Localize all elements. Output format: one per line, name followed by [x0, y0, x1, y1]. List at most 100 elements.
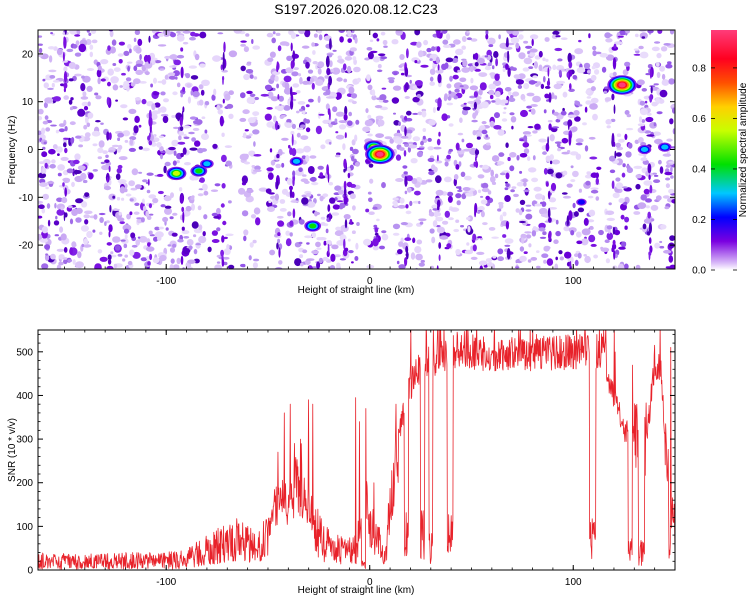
spectrogram-speckle	[123, 243, 128, 249]
spectrogram-speckle	[517, 73, 526, 80]
spectrogram-speckle	[653, 122, 657, 127]
spectrogram-streak	[548, 217, 552, 223]
spectrogram-streak	[63, 247, 68, 253]
spectrogram-speckle	[474, 110, 479, 116]
spectrogram-speckle	[427, 146, 435, 151]
spectrogram-speckle	[343, 214, 351, 220]
spectrogram-speckle	[567, 114, 577, 118]
spectrogram-speckle	[515, 42, 520, 49]
spectrogram-speckle	[670, 166, 673, 173]
spectrogram-speckle	[542, 57, 546, 62]
spectrogram-speckle	[135, 184, 142, 190]
spectrogram-speckle	[595, 196, 600, 201]
spectrogram-speckle	[670, 175, 674, 179]
spectrogram-speckle	[142, 179, 148, 183]
spectrogram-speckle	[56, 248, 65, 252]
spectrogram-speckle	[598, 229, 604, 236]
spectrogram-speckle	[351, 155, 355, 162]
spectrogram-hot-spot	[640, 147, 649, 152]
spectrogram-speckle	[346, 181, 353, 188]
spectrogram-speckle	[442, 220, 449, 225]
spectrogram-speckle	[82, 91, 87, 97]
spectrogram-streak	[546, 80, 551, 87]
spectrogram-speckle	[148, 194, 157, 199]
spectrogram-speckle	[75, 40, 80, 46]
spectrogram-speckle	[200, 89, 205, 96]
colorbar-tick-label: 0.4	[692, 164, 706, 175]
spectrogram-speckle	[520, 233, 527, 239]
spectrogram-speckle	[449, 75, 453, 82]
spectrogram-streak	[220, 203, 225, 208]
spectrogram-speckle	[187, 96, 191, 104]
spectrogram-speckle	[615, 177, 621, 182]
spectrogram-speckle	[110, 76, 119, 84]
spectrogram-speckle	[104, 159, 110, 163]
spectrogram-speckle	[100, 161, 106, 165]
spectrogram-speckle	[63, 95, 69, 100]
spectrogram-speckle	[246, 90, 253, 95]
spectrogram-streak	[326, 67, 331, 76]
spectrogram-speckle	[118, 59, 123, 64]
spectrogram-speckle	[656, 71, 661, 79]
spectrogram-speckle	[81, 201, 88, 208]
spectrogram-speckle	[414, 30, 421, 36]
spectrogram-speckle	[587, 219, 595, 223]
spectrogram-speckle	[544, 93, 550, 99]
spectrogram-speckle	[254, 165, 261, 171]
spectrogram-speckle	[482, 222, 488, 226]
spectrogram-speckle	[622, 186, 628, 189]
spectrogram-streak	[180, 152, 184, 158]
spectrogram-streak	[611, 132, 615, 145]
spectrogram-streak	[107, 81, 111, 87]
spectrogram-speckle	[660, 46, 668, 52]
spectrogram-speckle	[253, 207, 261, 215]
spectrogram-speckle	[548, 207, 558, 210]
spectrogram-speckle	[54, 202, 57, 209]
spectrogram-speckle	[460, 104, 467, 108]
spectrogram-speckle	[493, 51, 499, 58]
spectrogram-speckle	[554, 141, 562, 144]
spectrogram-speckle	[605, 258, 611, 264]
spectrogram-speckle	[140, 217, 145, 223]
spectrogram-speckle	[86, 230, 93, 239]
spectrogram-speckle	[173, 59, 181, 66]
spectrogram-speckle	[418, 200, 421, 205]
spectrogram-speckle	[242, 109, 250, 115]
spectrogram-speckle	[649, 85, 656, 88]
spectrogram-speckle	[266, 107, 273, 110]
spectrogram-speckle	[532, 130, 538, 134]
spectrogram-speckle	[45, 127, 51, 132]
spectrogram-streak	[290, 42, 293, 52]
spectrogram-speckle	[562, 91, 568, 98]
spectrogram-speckle	[466, 37, 472, 41]
spectrogram-speckle	[404, 237, 412, 242]
spectrogram-speckle	[584, 255, 591, 264]
spectrogram-speckle	[522, 178, 528, 183]
spectrogram-speckle	[404, 96, 410, 99]
spectrogram-speckle	[453, 178, 457, 187]
spectrogram-streak	[223, 41, 226, 53]
spectrogram-speckle	[510, 189, 515, 193]
spectrogram-speckle	[293, 67, 299, 71]
spectrogram-speckle	[511, 186, 517, 189]
spectrogram-speckle	[596, 166, 602, 170]
spectrogram-speckle	[194, 53, 200, 61]
spectrogram-speckle	[671, 104, 675, 108]
spectrogram-speckle	[637, 202, 647, 210]
spectrogram-speckle	[139, 81, 147, 84]
spectrogram-speckle	[48, 69, 57, 73]
spectrogram-speckle	[590, 74, 597, 81]
spectrogram-streak	[647, 163, 652, 174]
spectrogram-speckle	[144, 61, 153, 69]
spectrogram-speckle	[129, 211, 133, 216]
spectrogram-speckle	[403, 171, 408, 175]
spectrogram-speckle	[659, 245, 665, 249]
spectrogram-speckle	[562, 107, 565, 112]
spectrogram-speckle	[444, 161, 449, 167]
spectrogram-speckle	[457, 189, 463, 193]
spectrogram-speckle	[573, 110, 580, 116]
spectrogram-speckle	[336, 240, 345, 246]
spectrogram-speckle	[129, 48, 132, 54]
spectrogram-speckle	[504, 244, 511, 247]
spectrogram-speckle	[583, 62, 591, 69]
